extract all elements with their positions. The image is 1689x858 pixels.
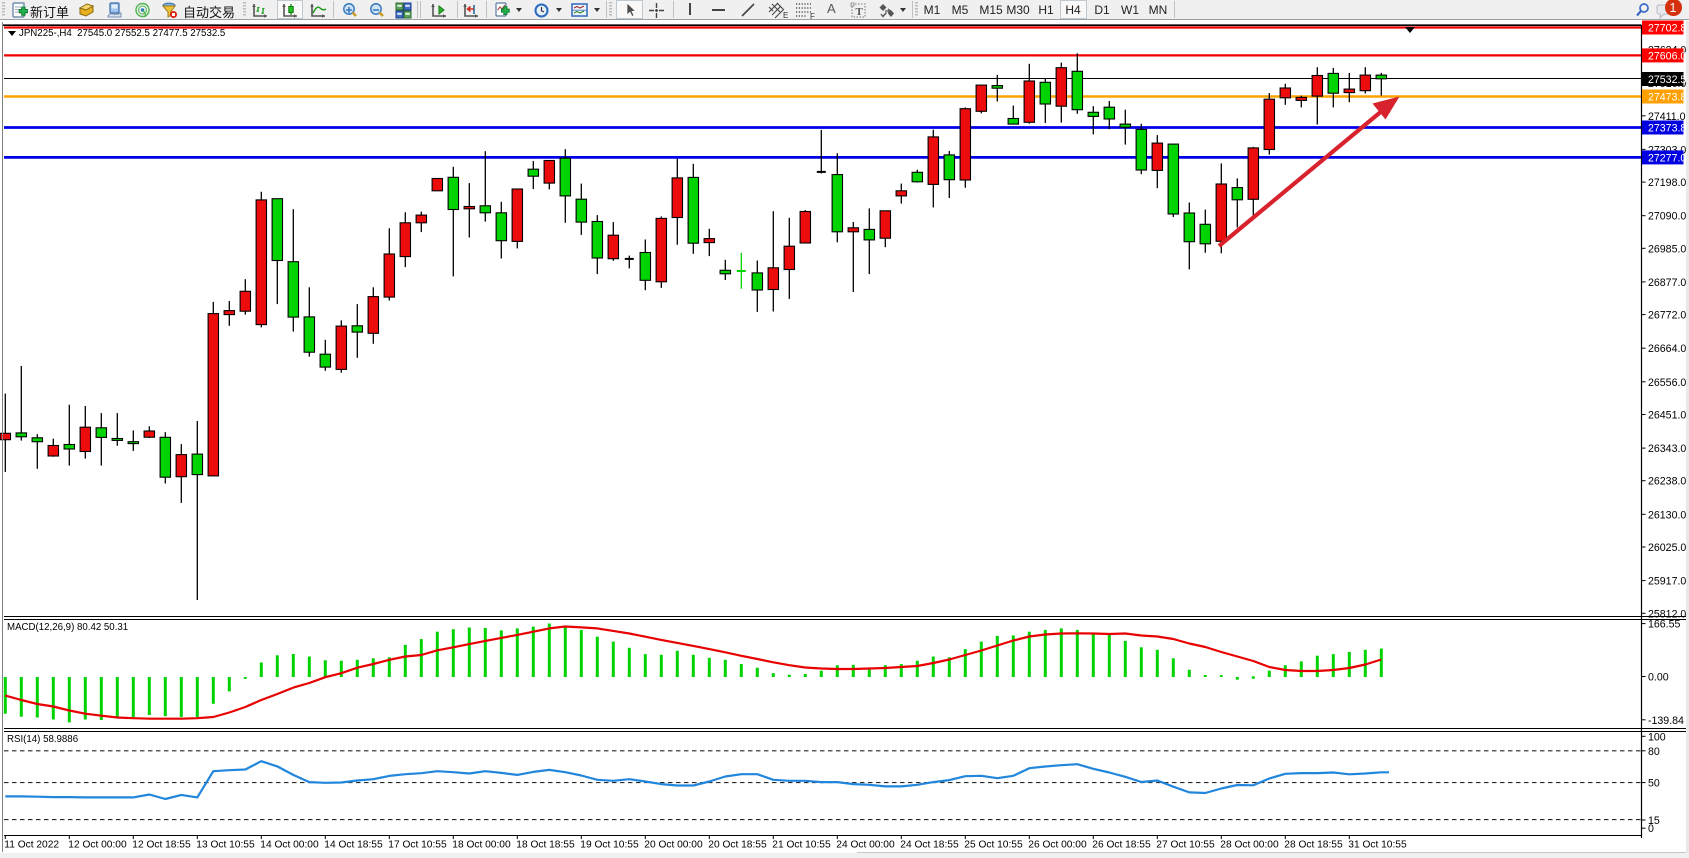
svg-text:21 Oct 10:55: 21 Oct 10:55 bbox=[772, 840, 831, 851]
svg-text:18 Oct 00:00: 18 Oct 00:00 bbox=[452, 840, 511, 851]
svg-text:26238.0: 26238.0 bbox=[1648, 476, 1686, 488]
svg-text:26025.0: 26025.0 bbox=[1648, 542, 1686, 554]
svg-text:28 Oct 18:55: 28 Oct 18:55 bbox=[1284, 840, 1343, 851]
svg-text:27473.8: 27473.8 bbox=[1648, 92, 1686, 104]
svg-text:100: 100 bbox=[1648, 731, 1666, 743]
svg-text:31 Oct 10:55: 31 Oct 10:55 bbox=[1348, 840, 1407, 851]
svg-text:24 Oct 18:55: 24 Oct 18:55 bbox=[900, 840, 959, 851]
svg-text:25812.0: 25812.0 bbox=[1648, 608, 1686, 620]
svg-text:17 Oct 10:55: 17 Oct 10:55 bbox=[388, 840, 447, 851]
svg-text:E: E bbox=[783, 11, 788, 19]
svg-text:20 Oct 00:00: 20 Oct 00:00 bbox=[644, 840, 703, 851]
svg-text:26772.0: 26772.0 bbox=[1648, 310, 1686, 322]
svg-text:25 Oct 10:55: 25 Oct 10:55 bbox=[964, 840, 1023, 851]
svg-text:26985.0: 26985.0 bbox=[1648, 243, 1686, 255]
svg-text:26 Oct 18:55: 26 Oct 18:55 bbox=[1092, 840, 1151, 851]
svg-text:50: 50 bbox=[1648, 778, 1660, 790]
svg-text:26130.0: 26130.0 bbox=[1648, 509, 1686, 521]
svg-text:26451.0: 26451.0 bbox=[1648, 410, 1686, 422]
svg-text:14 Oct 00:00: 14 Oct 00:00 bbox=[260, 840, 319, 851]
svg-text:18 Oct 18:55: 18 Oct 18:55 bbox=[516, 840, 575, 851]
svg-text:26343.0: 26343.0 bbox=[1648, 443, 1686, 455]
svg-text:27532.5: 27532.5 bbox=[1648, 74, 1686, 86]
svg-text:F: F bbox=[810, 12, 815, 19]
svg-text:20 Oct 18:55: 20 Oct 18:55 bbox=[708, 840, 767, 851]
svg-text:13 Oct 10:55: 13 Oct 10:55 bbox=[196, 840, 255, 851]
svg-text:11 Oct 2022: 11 Oct 2022 bbox=[4, 840, 59, 851]
svg-text:12 Oct 00:00: 12 Oct 00:00 bbox=[68, 840, 127, 851]
svg-text:27702.8: 27702.8 bbox=[1648, 23, 1686, 35]
svg-text:27373.8: 27373.8 bbox=[1648, 123, 1686, 135]
svg-text:27 Oct 10:55: 27 Oct 10:55 bbox=[1156, 840, 1215, 851]
svg-text:26 Oct 00:00: 26 Oct 00:00 bbox=[1028, 840, 1087, 851]
svg-text:28 Oct 00:00: 28 Oct 00:00 bbox=[1220, 840, 1279, 851]
svg-text:T: T bbox=[856, 6, 864, 18]
svg-text:166.55: 166.55 bbox=[1648, 619, 1681, 631]
svg-text:25917.0: 25917.0 bbox=[1648, 576, 1686, 588]
svg-text:27411.0: 27411.0 bbox=[1648, 111, 1686, 123]
svg-text:0.00: 0.00 bbox=[1648, 672, 1669, 684]
svg-text:80: 80 bbox=[1648, 746, 1660, 758]
svg-text:26664.0: 26664.0 bbox=[1648, 343, 1686, 355]
svg-text:26877.0: 26877.0 bbox=[1648, 277, 1686, 289]
svg-text:27606.0: 27606.0 bbox=[1648, 50, 1686, 62]
svg-text:14 Oct 18:55: 14 Oct 18:55 bbox=[324, 840, 383, 851]
svg-text:27198.0: 27198.0 bbox=[1648, 177, 1686, 189]
svg-text:15: 15 bbox=[1648, 815, 1660, 827]
svg-text:12 Oct 18:55: 12 Oct 18:55 bbox=[132, 840, 191, 851]
svg-text:-139.84: -139.84 bbox=[1648, 715, 1684, 727]
svg-text:26556.0: 26556.0 bbox=[1648, 377, 1686, 389]
svg-text:27277.0: 27277.0 bbox=[1648, 152, 1686, 164]
svg-text:24 Oct 00:00: 24 Oct 00:00 bbox=[836, 840, 895, 851]
svg-text:0: 0 bbox=[1648, 823, 1654, 835]
svg-text:27090.0: 27090.0 bbox=[1648, 211, 1686, 223]
svg-text:19 Oct 10:55: 19 Oct 10:55 bbox=[580, 840, 639, 851]
